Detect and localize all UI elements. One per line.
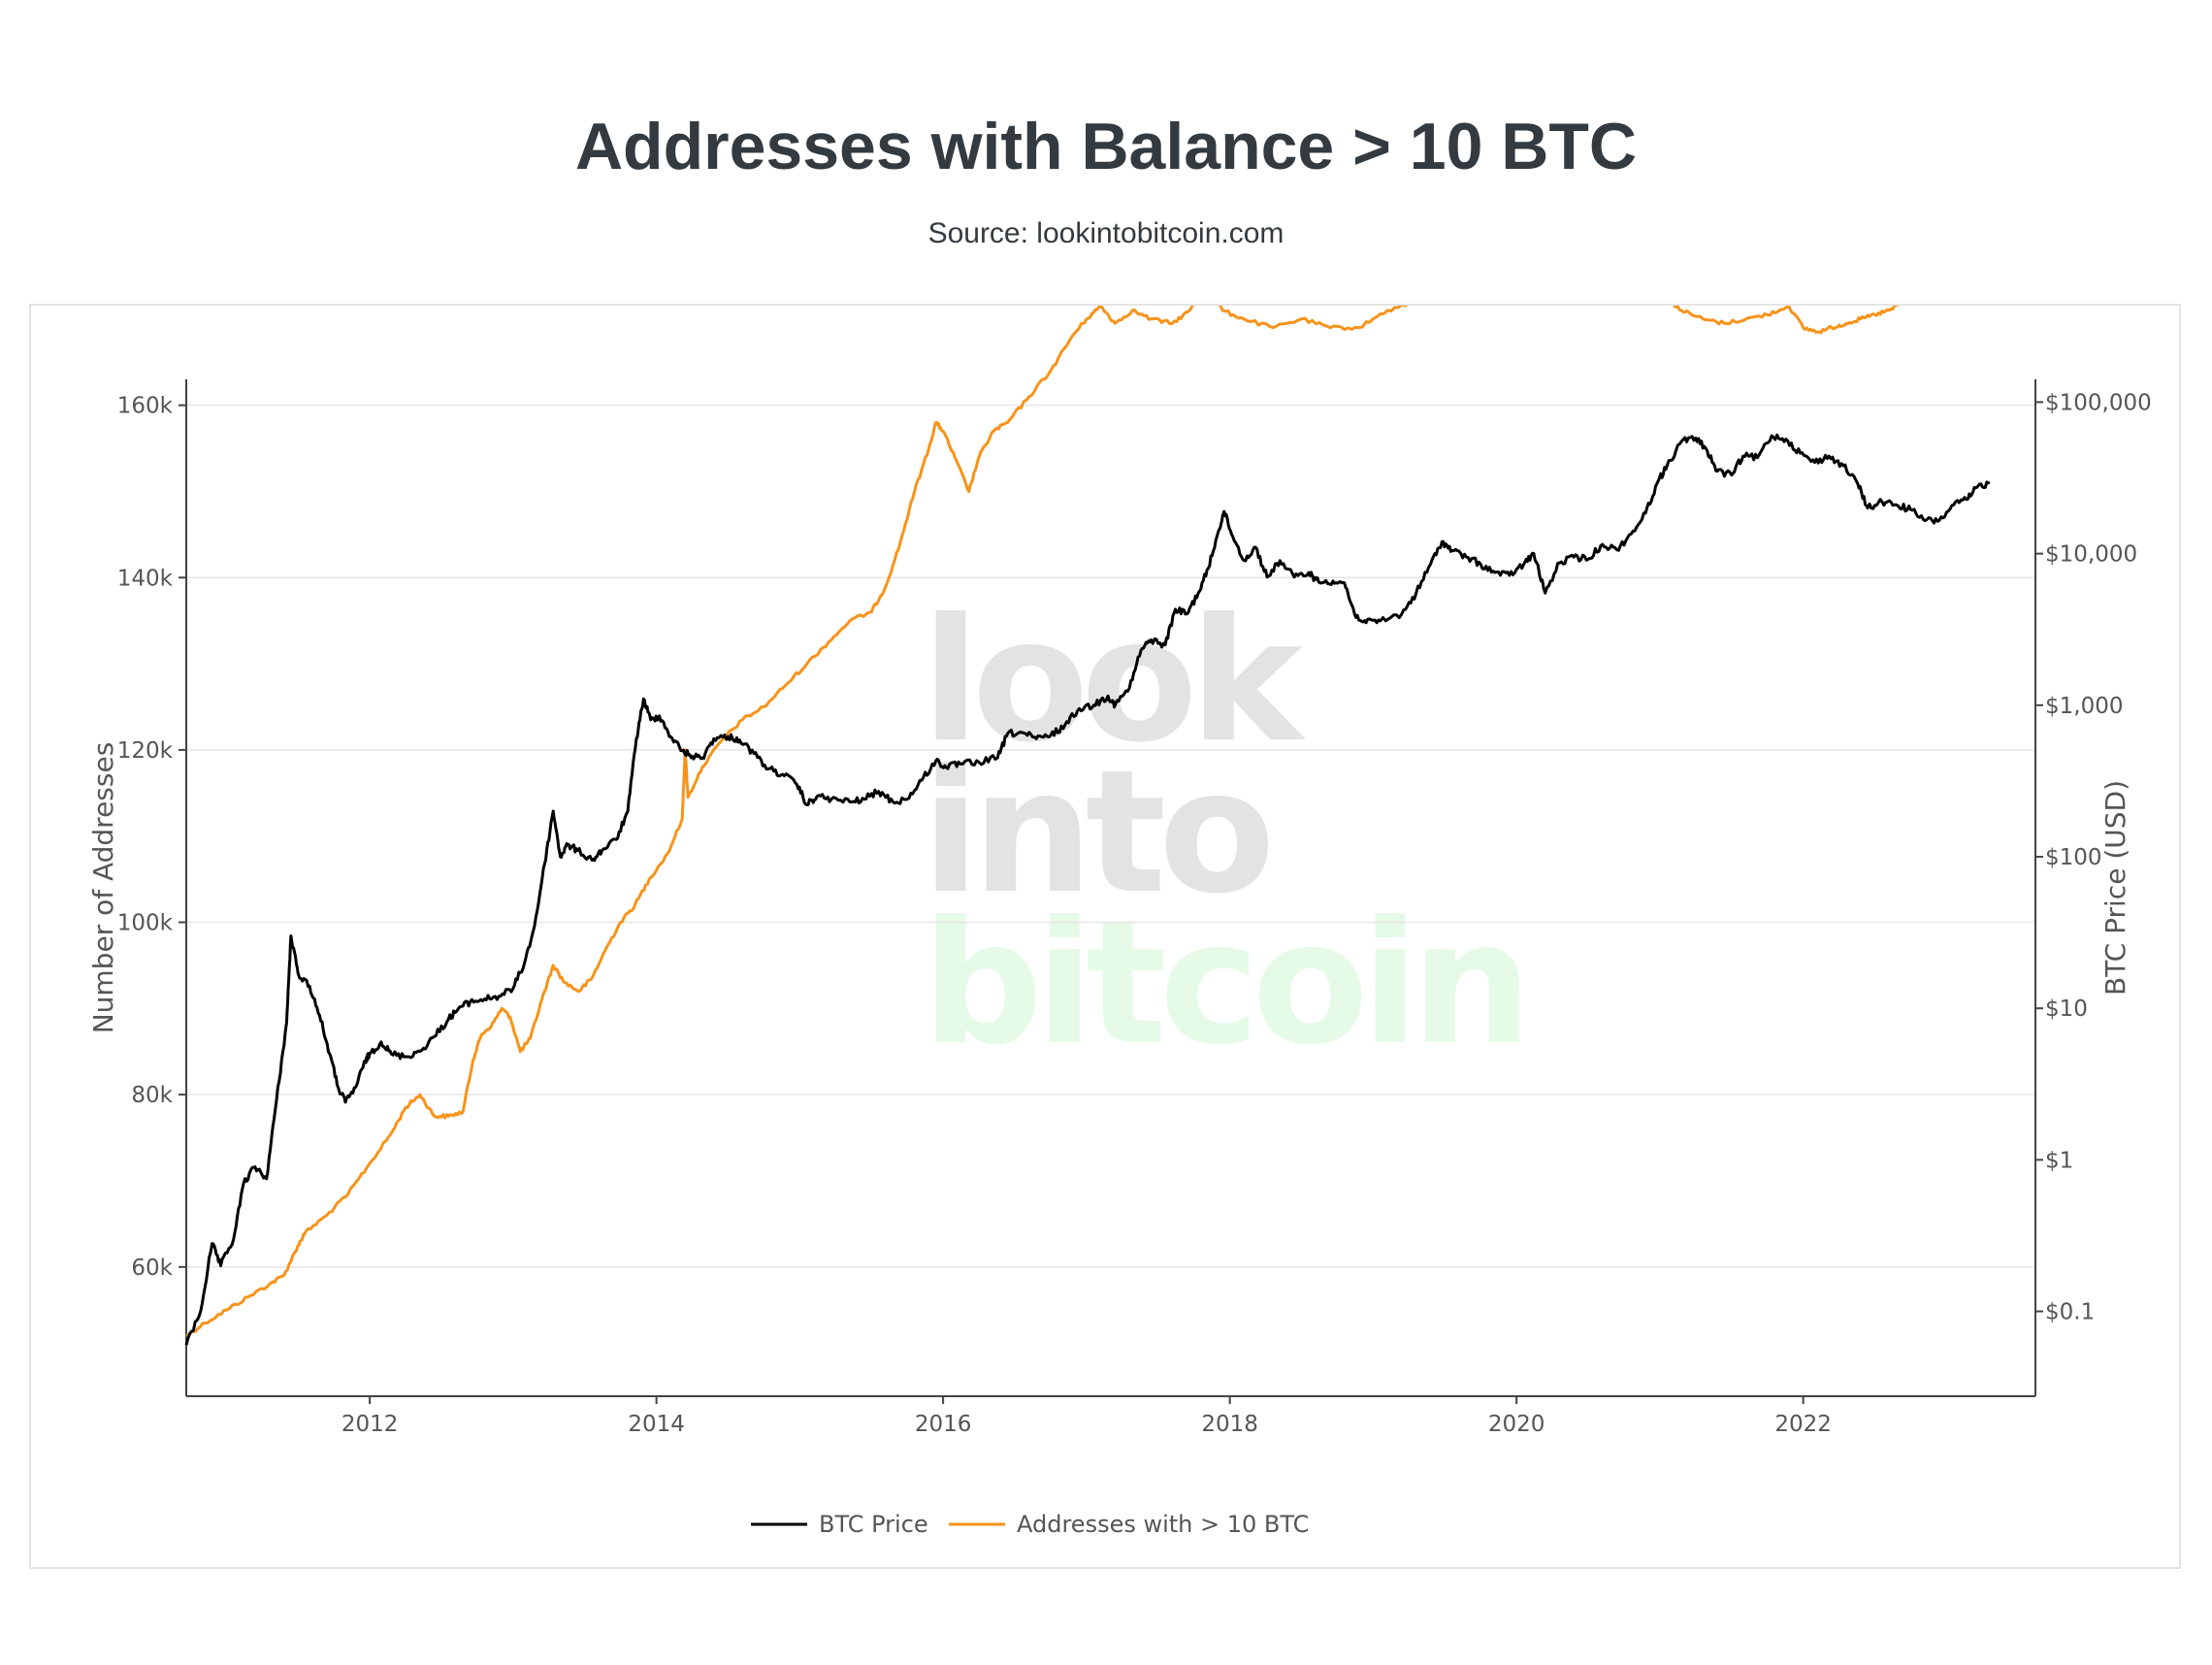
x-tick-label: 2022: [1774, 1412, 1832, 1437]
x-tick-label: 2012: [342, 1412, 399, 1437]
y-right-axis-title: BTC Price (USD): [2099, 780, 2131, 996]
chart-title: Addresses with Balance > 10 BTC: [574, 110, 1638, 183]
x-tick-label: 2016: [915, 1412, 972, 1437]
y-right-tick-label: $100,000: [2045, 390, 2152, 415]
watermark-into: into: [922, 735, 1268, 931]
y-right-tick-label: $1,000: [2045, 694, 2123, 719]
y-left-axis-ticks: 60k 80k 100k 120k 140k 160k: [117, 394, 186, 1281]
chart-container: look into bitcoin 2012 2014 2016 2018 2020 20…: [29, 304, 2181, 1569]
btc-price-line: [184, 433, 1991, 1346]
y-right-tick-label: $10,000: [2045, 542, 2137, 568]
x-axis-ticks: 2012 2014 2016 2018 2020 2022: [342, 1396, 1832, 1437]
y-left-tick-label: 160k: [117, 394, 174, 419]
gridlines: [186, 404, 2035, 1268]
watermark-look: look: [922, 583, 1306, 780]
chart-svg[interactable]: look into bitcoin 2012 2014 2016 2018 2020 20…: [31, 306, 2179, 1567]
y-right-axis-ticks: $0.1 $1 $10 $100 $1,000 $10,000 $100,000: [2035, 390, 2152, 1325]
y-right-tick-label: $10: [2045, 996, 2088, 1022]
y-right-tick-label: $1: [2045, 1148, 2073, 1173]
series-layer: [184, 306, 1991, 1346]
watermark: look into bitcoin: [922, 583, 1532, 1083]
addresses-line: [185, 306, 1900, 1338]
y-left-tick-label: 60k: [131, 1256, 173, 1281]
y-left-tick-label: 120k: [117, 738, 174, 764]
x-tick-label: 2018: [1201, 1412, 1258, 1437]
y-left-tick-label: 140k: [117, 566, 174, 591]
chart-subtitle: Source: lookintobitcoin.com: [927, 217, 1285, 249]
x-tick-label: 2020: [1488, 1412, 1545, 1437]
legend-label-addresses: Addresses with > 10 BTC: [1017, 1511, 1309, 1538]
x-tick-label: 2014: [628, 1412, 685, 1437]
legend[interactable]: BTC Price Addresses with > 10 BTC: [751, 1511, 1309, 1538]
legend-label-btc-price: BTC Price: [819, 1511, 928, 1538]
y-right-tick-label: $0.1: [2045, 1300, 2095, 1325]
y-left-axis-title: Number of Addresses: [87, 742, 119, 1034]
axes: [185, 379, 2036, 1397]
y-left-tick-label: 100k: [117, 911, 174, 936]
y-left-tick-label: 80k: [131, 1083, 173, 1108]
legend-item-addresses[interactable]: Addresses with > 10 BTC: [949, 1511, 1309, 1538]
watermark-bitcoin: bitcoin: [922, 886, 1524, 1083]
y-right-tick-label: $100: [2045, 845, 2102, 870]
legend-item-btc-price[interactable]: BTC Price: [751, 1511, 928, 1538]
